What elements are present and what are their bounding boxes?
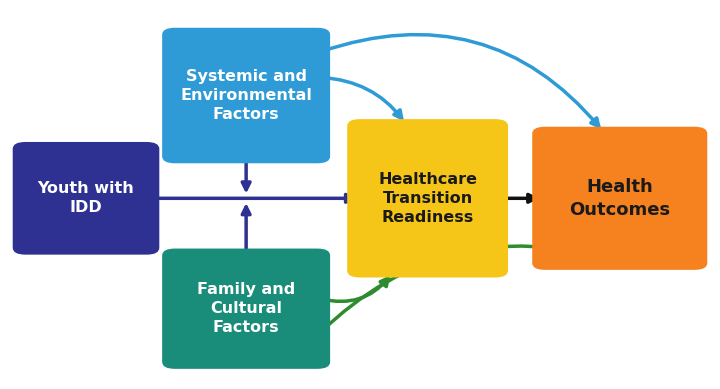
- Text: Healthcare
Transition
Readiness: Healthcare Transition Readiness: [378, 172, 477, 225]
- FancyArrowPatch shape: [149, 194, 354, 202]
- FancyArrowPatch shape: [321, 77, 402, 118]
- FancyArrowPatch shape: [321, 35, 599, 126]
- FancyBboxPatch shape: [532, 127, 707, 270]
- FancyArrowPatch shape: [321, 278, 388, 301]
- Text: Family and
Cultural
Factors: Family and Cultural Factors: [197, 282, 295, 335]
- Text: Health
Outcomes: Health Outcomes: [570, 178, 670, 219]
- FancyArrowPatch shape: [320, 246, 611, 333]
- FancyBboxPatch shape: [162, 249, 330, 369]
- FancyBboxPatch shape: [162, 28, 330, 163]
- FancyBboxPatch shape: [13, 142, 159, 255]
- Text: Systemic and
Environmental
Factors: Systemic and Environmental Factors: [180, 69, 312, 122]
- FancyBboxPatch shape: [347, 119, 508, 277]
- FancyArrowPatch shape: [242, 159, 250, 190]
- Text: Youth with
IDD: Youth with IDD: [37, 181, 135, 216]
- FancyArrowPatch shape: [500, 194, 536, 202]
- FancyArrowPatch shape: [242, 207, 250, 252]
